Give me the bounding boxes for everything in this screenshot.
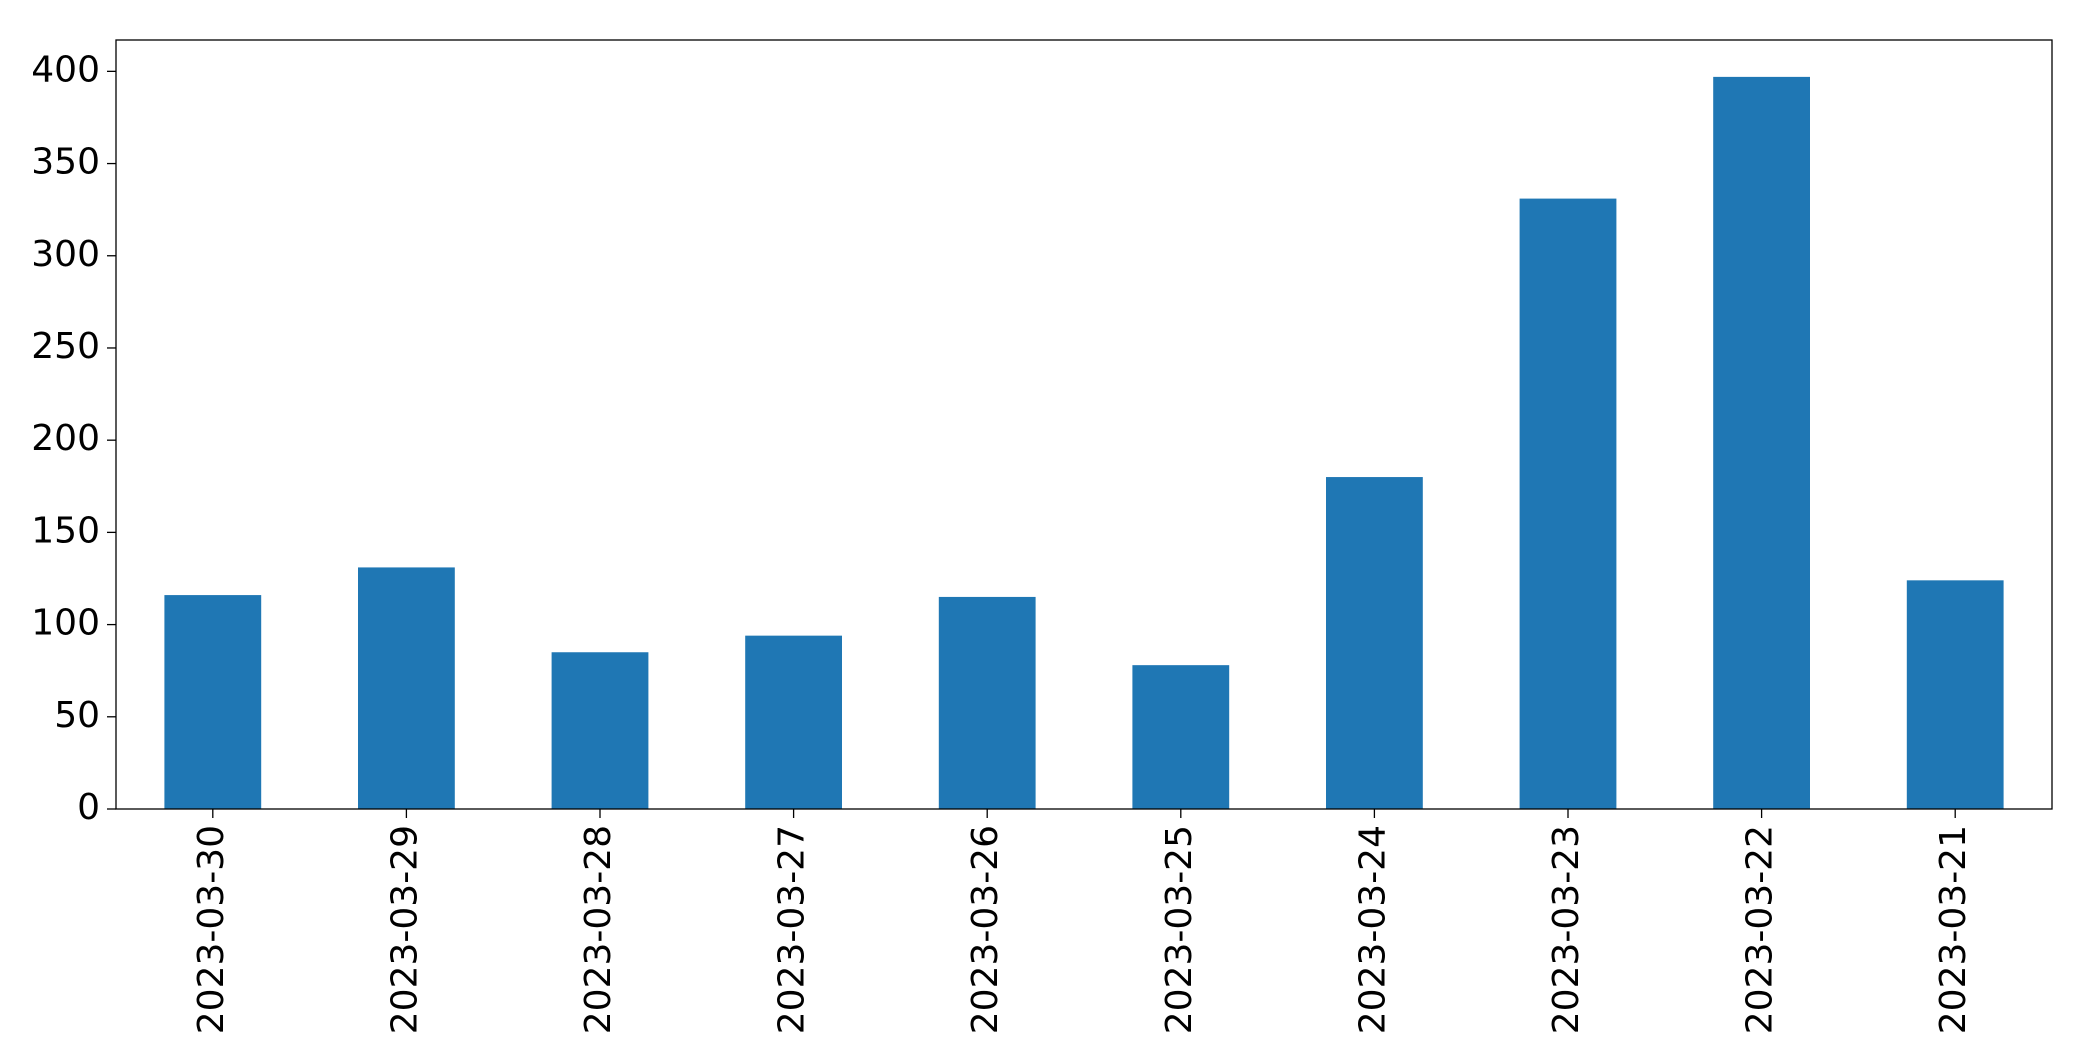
bar	[745, 635, 842, 809]
x-tick-label: 2023-03-26	[965, 825, 1006, 1034]
x-tick-label: 2023-03-21	[1933, 825, 1974, 1034]
y-tick-label: 150	[31, 510, 100, 551]
y-tick-label: 400	[31, 49, 100, 90]
x-tick-label: 2023-03-29	[384, 825, 425, 1034]
bar	[358, 567, 455, 809]
bar	[1326, 477, 1423, 809]
y-tick-label: 300	[31, 234, 100, 275]
x-tick-label: 2023-03-25	[1159, 825, 1200, 1034]
x-tick-label: 2023-03-30	[191, 825, 232, 1034]
x-tick-label: 2023-03-22	[1740, 825, 1781, 1034]
y-tick-label: 50	[54, 695, 100, 736]
bar	[1132, 665, 1230, 809]
y-tick-label: 0	[77, 787, 100, 828]
y-tick-label: 250	[31, 326, 100, 367]
y-tick-label: 200	[31, 418, 100, 459]
bar	[164, 595, 262, 809]
y-tick-label: 100	[31, 603, 100, 644]
x-tick-label: 2023-03-23	[1546, 825, 1587, 1034]
x-tick-label: 2023-03-28	[578, 825, 619, 1034]
bar	[1906, 580, 2004, 809]
axes-frame	[115, 39, 2053, 810]
x-tick-label: 2023-03-27	[772, 825, 813, 1034]
bar	[551, 652, 649, 809]
x-tick-label: 2023-03-24	[1352, 825, 1393, 1034]
y-tick-label: 350	[31, 142, 100, 183]
bar	[1713, 76, 1810, 809]
bar	[1519, 198, 1617, 809]
bar	[938, 596, 1036, 809]
